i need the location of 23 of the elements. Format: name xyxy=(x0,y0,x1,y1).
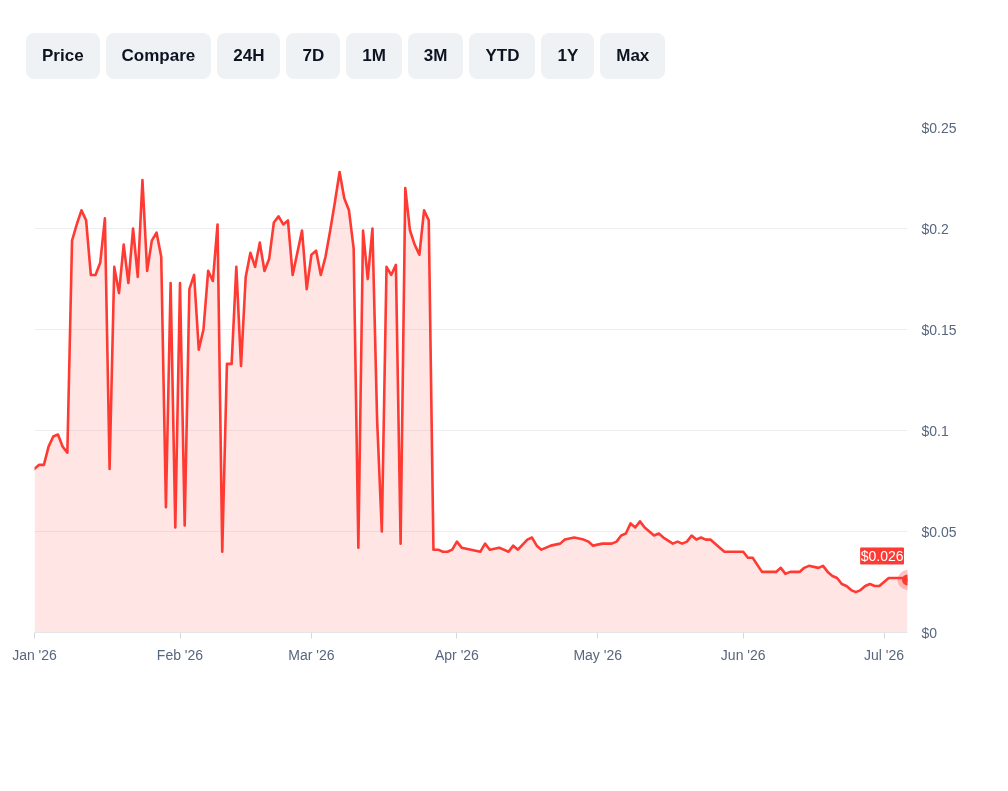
x-tick-label: Apr '26 xyxy=(434,646,480,663)
text: 24H xyxy=(217,33,281,80)
x-tick-label: Jun '26 xyxy=(720,646,766,663)
text: Max xyxy=(600,33,666,80)
text: 1Y xyxy=(541,33,595,80)
y-tick-label: $0.05 xyxy=(921,523,957,540)
y-tick-label: $0.25 xyxy=(921,119,957,136)
x-tick-label: Jan '26 xyxy=(12,646,58,663)
text: 1M xyxy=(346,33,402,80)
text: 3M xyxy=(407,33,464,80)
y-tick-label: $0.15 xyxy=(921,321,957,338)
x-tick-label: May '26 xyxy=(573,646,623,663)
x-tick-label: Jul '26 xyxy=(864,646,905,663)
y-tick-label: $0.2 xyxy=(921,220,949,237)
text: 7D xyxy=(286,33,341,80)
text: YTD xyxy=(469,33,536,80)
text: Price xyxy=(26,33,100,80)
y-tick-label: $0.1 xyxy=(921,422,949,439)
annotation: $0.026 xyxy=(860,547,904,564)
y-tick-label: $0 xyxy=(921,624,938,641)
x-tick-label: Feb '26 xyxy=(156,646,204,663)
text: Compare xyxy=(105,33,212,80)
x-tick-label: Mar '26 xyxy=(288,646,335,663)
